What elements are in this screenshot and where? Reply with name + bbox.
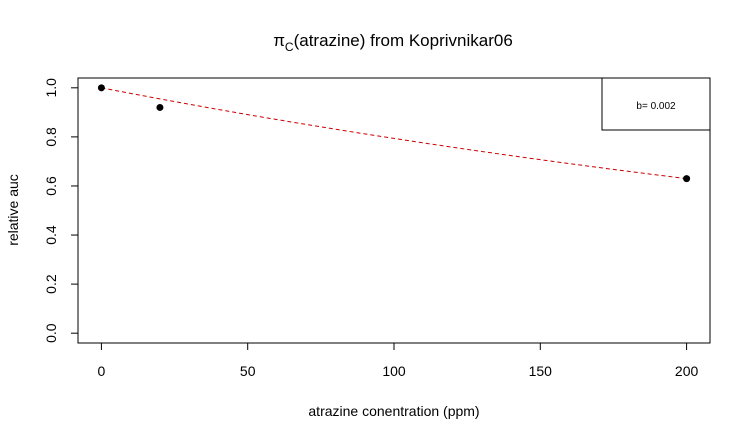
x-tick-label: 200 (675, 363, 699, 379)
data-point (683, 175, 691, 183)
y-tick-label: 0.0 (43, 323, 59, 343)
data-points (97, 84, 691, 183)
x-tick-label: 50 (240, 363, 256, 379)
x-tick-label: 150 (529, 363, 553, 379)
legend-box (601, 77, 711, 131)
legend-text: b= 0.002 (636, 101, 676, 112)
x-axis: 0 50 100 150 200 (98, 342, 699, 379)
title-text: (atrazine) from Koprivnikar06 (294, 31, 513, 50)
x-tick-label: 100 (382, 363, 406, 379)
y-tick-label: 0.8 (43, 127, 59, 147)
y-tick-label: 1.0 (43, 78, 59, 98)
y-tick-label: 0.4 (43, 225, 59, 245)
legend: b= 0.002 (601, 77, 711, 131)
title-subscript: C (285, 40, 294, 54)
chart-title: πC(atrazine) from Koprivnikar06 (273, 31, 513, 54)
data-point (156, 103, 164, 111)
y-tick-label: 0.2 (43, 274, 59, 294)
y-tick-label: 0.6 (43, 176, 59, 196)
x-axis-label: atrazine conentration (ppm) (308, 403, 479, 419)
fit-curve (101, 87, 687, 180)
y-axis-label: relative auc (5, 174, 21, 246)
x-tick-label: 0 (98, 363, 106, 379)
title-symbol: π (273, 31, 285, 50)
fit-curve-layer (101, 87, 687, 180)
y-axis: 0.0 0.2 0.4 0.6 0.8 1.0 (43, 78, 79, 343)
data-point (97, 84, 105, 92)
